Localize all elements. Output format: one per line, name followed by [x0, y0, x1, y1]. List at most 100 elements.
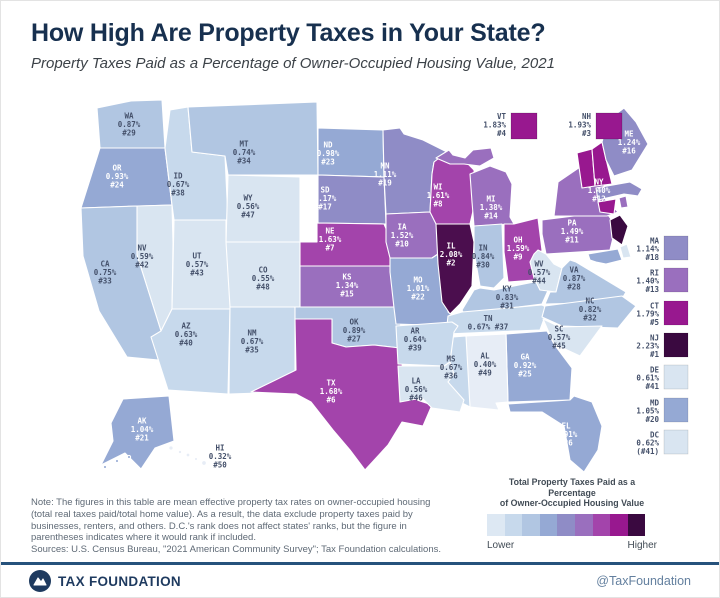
state-ri-shape	[618, 195, 629, 209]
state-nv-label: NV 0.59% #42	[131, 244, 154, 270]
side-swatch-ma	[663, 235, 689, 261]
state-fl-shape	[507, 395, 603, 473]
state-mi-upper-shape	[435, 147, 495, 167]
state-ct-shape	[597, 198, 617, 215]
state-sd-label: SD 1.17% #17	[314, 186, 337, 212]
state-la-label: LA 0.56% #46	[405, 377, 428, 403]
tax-foundation-logo[interactable]: TAX FOUNDATION	[29, 570, 181, 592]
state-ut-label: UT 0.57% #43	[186, 252, 209, 278]
hawaii-island-icon	[185, 452, 191, 458]
state-ok-label: OK 0.89% #27	[343, 318, 366, 344]
legend-swatch-7	[592, 513, 611, 536]
legend-swatch-3	[522, 513, 540, 536]
note-line: businesses, renters, and others. D.C.'s …	[31, 520, 407, 532]
footnote-block: Note: The figures in this table are mean…	[31, 497, 483, 556]
state-nc-label: NC 0.82% #32	[579, 297, 602, 323]
state-ma-shape	[595, 181, 643, 201]
side-label-nj: NJ 2.23% #1	[636, 334, 659, 359]
legend-title-line2: of Owner-Occupied Housing Value	[499, 498, 645, 508]
state-ks-label: KS 1.34% #15	[336, 273, 359, 299]
state-mt-label: MT 0.74% #34	[233, 140, 256, 166]
state-fl-label: FL 0.91% #26	[555, 422, 578, 448]
legend-lower-label: Lower	[487, 539, 515, 551]
us-choropleth-map: WA 0.87% #29 OR 0.93% #24 CA 0.75% #33 NV 0.59% #42…	[80, 99, 689, 473]
state-sc-label: SC 0.57% #45	[548, 325, 571, 351]
state-shapes	[80, 99, 649, 473]
callout-label-nh: NH 1.93% #3	[568, 112, 591, 138]
small-state-side-list: MA 1.14% #18 RI 1.40% #13 CT 1.79% #5 NJ 2.23% #1 DE…	[636, 235, 689, 456]
state-il-label: IL 2.08% #2	[440, 242, 463, 268]
state-ms-label: MS 0.67% #36	[440, 355, 463, 381]
state-va-label: VA 0.87% #28	[563, 266, 586, 292]
state-id-label: ID 0.67% #38	[167, 172, 190, 198]
state-tx-shape	[250, 318, 433, 471]
state-nd-label: ND 0.98% #23	[317, 141, 340, 167]
state-ak-shape	[100, 395, 175, 470]
state-in-shape	[473, 223, 505, 289]
state-de-shape	[619, 243, 632, 259]
legend-swatch-9	[627, 513, 646, 536]
state-me-label: ME 1.24% #16	[618, 130, 641, 156]
hawaii-island-icon	[201, 460, 207, 466]
state-ne-label: NE 1.63% #7	[319, 227, 342, 253]
state-ny-label: NY 1.40% #12	[588, 178, 611, 204]
side-swatch-nj	[663, 332, 689, 358]
legend-end-labels: Lower Higher	[487, 540, 657, 551]
state-il-shape	[435, 223, 475, 315]
state-oh-label: OH 1.59% #9	[507, 236, 530, 262]
legend-swatch-4	[539, 513, 558, 536]
side-label-dc: DC 0.62% (#41)	[636, 431, 659, 456]
state-md-shape	[587, 248, 623, 265]
side-label-ct: CT 1.79% #5	[636, 302, 659, 327]
side-swatch-ct	[663, 300, 689, 326]
state-mo-label: MO 1.01% #22	[407, 276, 430, 302]
state-ca-label: CA 0.75% #33	[94, 260, 117, 286]
state-ky-label: KY 0.83% #31	[496, 285, 519, 311]
state-al-label: AL 0.40% #49	[474, 352, 497, 378]
brand-name: TAX FOUNDATION	[58, 573, 181, 589]
note-line: (total real taxes paid/total home value)…	[31, 508, 413, 520]
state-wy-label: WY 0.56% #47	[237, 194, 260, 220]
state-mn-label: MN 1.11% #19	[374, 162, 397, 188]
legend-swatch-8	[610, 513, 628, 536]
state-wa-label: WA 0.87% #29	[118, 112, 141, 138]
callout-swatch-nh	[595, 112, 623, 140]
aleutian-island-icon	[126, 454, 132, 460]
legend-title-line1: Total Property Taxes Paid as a Percentag…	[508, 477, 636, 498]
state-az-label: AZ 0.63% #40	[175, 322, 198, 348]
state-in-label: IN 0.84% #30	[472, 244, 495, 270]
twitter-handle-link[interactable]: @TaxFoundation	[596, 574, 691, 588]
side-label-ri: RI 1.40% #13	[636, 269, 659, 294]
side-label-ma: MA 1.14% #18	[636, 237, 659, 262]
state-vt-shape	[576, 148, 596, 189]
state-ia-label: IA 1.52% #10	[391, 223, 414, 249]
page-subtitle: Property Taxes Paid as a Percentage of O…	[31, 55, 555, 72]
state-nm-label: NM 0.67% #35	[241, 329, 264, 355]
state-wv-label: WV 0.57% #44	[528, 260, 551, 286]
legend-swatch-6	[574, 513, 593, 536]
state-wv-shape	[529, 249, 563, 293]
tax-foundation-logo-icon	[29, 570, 51, 592]
state-wi-label: WI 1.61% #8	[427, 183, 450, 209]
sources-line: Sources: U.S. Census Bureau, "2021 Ameri…	[31, 544, 441, 556]
side-swatch-dc	[663, 429, 689, 455]
state-tn-label: TN 0.67% #37	[468, 314, 509, 332]
hawaii-island-icon	[177, 449, 183, 455]
state-mi-label: MI 1.38% #14	[480, 195, 503, 221]
state-co-label: CO 0.55% #48	[252, 266, 275, 292]
hawaii-island-icon	[193, 456, 199, 462]
side-swatch-ri	[663, 267, 689, 293]
side-label-de: DE 0.61% #41	[636, 366, 659, 391]
state-nh-shape	[591, 141, 613, 187]
callout-swatch-vt	[510, 112, 538, 140]
legend-color-scale	[487, 513, 657, 536]
footer-bar: TAX FOUNDATION @TaxFoundation	[1, 565, 719, 597]
state-tx-label: TX 1.68% #6	[320, 379, 343, 405]
footer-divider	[1, 562, 719, 565]
state-hi-label: HI 0.32% #50	[209, 444, 232, 470]
side-label-md: MD 1.05% #20	[636, 399, 659, 424]
note-line: parentheses indicates where it would ran…	[31, 532, 256, 544]
state-callouts: VT 1.83% #4 NH 1.93% #3	[483, 112, 623, 140]
state-labels: WA 0.87% #29 OR 0.93% #24 CA 0.75% #33 NV 0.59% #42…	[94, 112, 641, 470]
